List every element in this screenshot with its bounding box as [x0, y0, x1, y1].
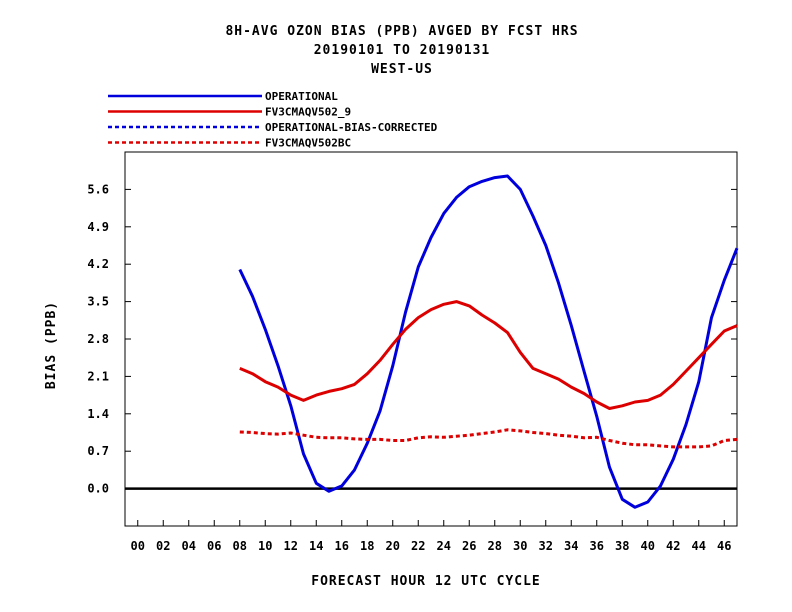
series-lines	[238, 174, 739, 509]
legend-label-3: FV3CMAQV502BC	[265, 137, 351, 150]
x-tick-label: 10	[258, 539, 272, 553]
x-tick-label: 46	[717, 539, 731, 553]
x-tick-label: 42	[666, 539, 680, 553]
y-tick-label: 0.7	[87, 444, 109, 458]
x-tick-label: 06	[207, 539, 221, 553]
x-tick-label: 24	[437, 539, 451, 553]
x-tick-label: 30	[513, 539, 527, 553]
y-tick-label: 0.0	[87, 482, 109, 496]
chart-title: 8H-AVG OZON BIAS (PPB) AVGED BY FCST HRS	[225, 24, 578, 39]
plot-frame	[124, 151, 738, 527]
x-tick-label: 14	[309, 539, 323, 553]
x-tick-label: 40	[641, 539, 655, 553]
series-line-1	[239, 300, 738, 410]
legend-label-2: OPERATIONAL-BIAS-CORRECTED	[265, 121, 438, 134]
x-tick-label: 18	[360, 539, 374, 553]
y-tick-label: 2.8	[87, 332, 109, 346]
y-tick-label: 3.5	[87, 295, 109, 309]
x-axis: 00 02 04 06 08 10 12 14 16 18 20 22 24 26 28 30 32 34 36 38…	[131, 520, 731, 553]
x-tick-label: 28	[488, 539, 502, 553]
chart-date-range: 20190101 TO 20190131	[314, 43, 491, 58]
x-tick-label: 20	[386, 539, 400, 553]
legend: OPERATIONAL FV3CMAQV502_9 OPERATIONAL-BIAS…	[108, 90, 438, 150]
x-tick-label: 00	[131, 539, 145, 553]
x-tick-label: 32	[539, 539, 553, 553]
x-tick-label: 08	[233, 539, 247, 553]
series-line-3	[239, 428, 738, 449]
y-tick-label: 2.1	[87, 369, 109, 383]
legend-label-0: OPERATIONAL	[265, 90, 338, 103]
chart-region: WEST-US	[371, 62, 433, 77]
y-axis-label: BIAS (PPB)	[44, 301, 59, 389]
x-tick-label: 04	[182, 539, 196, 553]
y-tick-label: 4.2	[87, 257, 109, 271]
x-tick-label: 16	[335, 539, 349, 553]
x-tick-label: 02	[156, 539, 170, 553]
y-axis: 0.0 0.7 1.4 2.1 2.8 3.5 4.2 4.9 5.6	[87, 182, 737, 496]
x-tick-label: 12	[284, 539, 298, 553]
x-tick-label: 26	[462, 539, 476, 553]
x-tick-label: 22	[411, 539, 425, 553]
x-axis-label: FORECAST HOUR 12 UTC CYCLE	[311, 574, 541, 589]
y-tick-label: 1.4	[87, 407, 109, 421]
y-tick-label: 5.6	[87, 182, 109, 196]
x-tick-label: 36	[590, 539, 604, 553]
legend-label-1: FV3CMAQV502_9	[265, 106, 351, 119]
x-tick-label: 38	[615, 539, 629, 553]
series-line-0	[238, 174, 739, 509]
y-tick-label: 4.9	[87, 220, 109, 234]
x-tick-label: 34	[564, 539, 578, 553]
x-tick-label: 44	[692, 539, 706, 553]
